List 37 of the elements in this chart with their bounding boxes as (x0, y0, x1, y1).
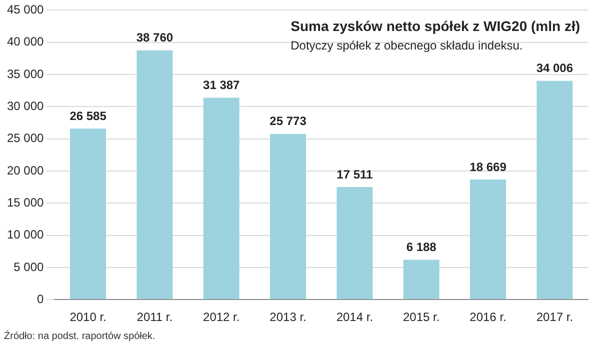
data-label: 26 585 (70, 108, 107, 123)
bar (70, 128, 106, 300)
data-label: 38 760 (136, 30, 174, 45)
x-tick-label: 2015 r. (402, 310, 440, 324)
x-tick-label: 2013 r. (270, 310, 306, 324)
bar (336, 186, 373, 300)
text: Dotyczy spółek z obecnego składu indeksu. (290, 38, 523, 53)
x-tick-label: 2011 r. (136, 310, 173, 324)
y-tick-label: 45 000 (7, 2, 44, 17)
bar (470, 180, 506, 300)
bar (136, 50, 173, 300)
y-tick-label: 35 000 (7, 66, 44, 81)
y-tick-label: 20 000 (7, 163, 44, 178)
x-tick-label: 2017 r. (536, 310, 574, 324)
data-label: 34 006 (536, 61, 574, 76)
data-label: 25 773 (270, 114, 307, 128)
data-label: 6 188 (406, 240, 437, 254)
text: Źródło: na podst. raportów spółek. (4, 331, 156, 342)
y-tick-label: 5 000 (14, 260, 44, 274)
bar (403, 260, 440, 300)
text: Suma zysków netto spółek z WIG20 (mln zł) (290, 18, 580, 34)
data-label: 17 511 (336, 167, 374, 182)
y-tick-label: 30 000 (7, 98, 44, 113)
x-tick-label: 2012 r. (203, 310, 240, 324)
y-tick-label: 25 000 (7, 131, 44, 146)
bar (536, 80, 573, 300)
x-tick-label: 2014 r. (336, 310, 374, 324)
y-tick-label: 15 000 (7, 195, 44, 210)
data-label: 31 387 (203, 78, 240, 92)
x-tick-label: 2016 r. (470, 310, 506, 324)
y-tick-label: 10 000 (7, 228, 44, 242)
y-tick-label: 0 (37, 292, 44, 306)
x-tick-label: 2010 r. (70, 310, 106, 324)
bar (270, 134, 306, 300)
y-tick-label: 40 000 (7, 34, 44, 49)
bar (203, 98, 240, 300)
data-label: 18 669 (470, 160, 507, 174)
